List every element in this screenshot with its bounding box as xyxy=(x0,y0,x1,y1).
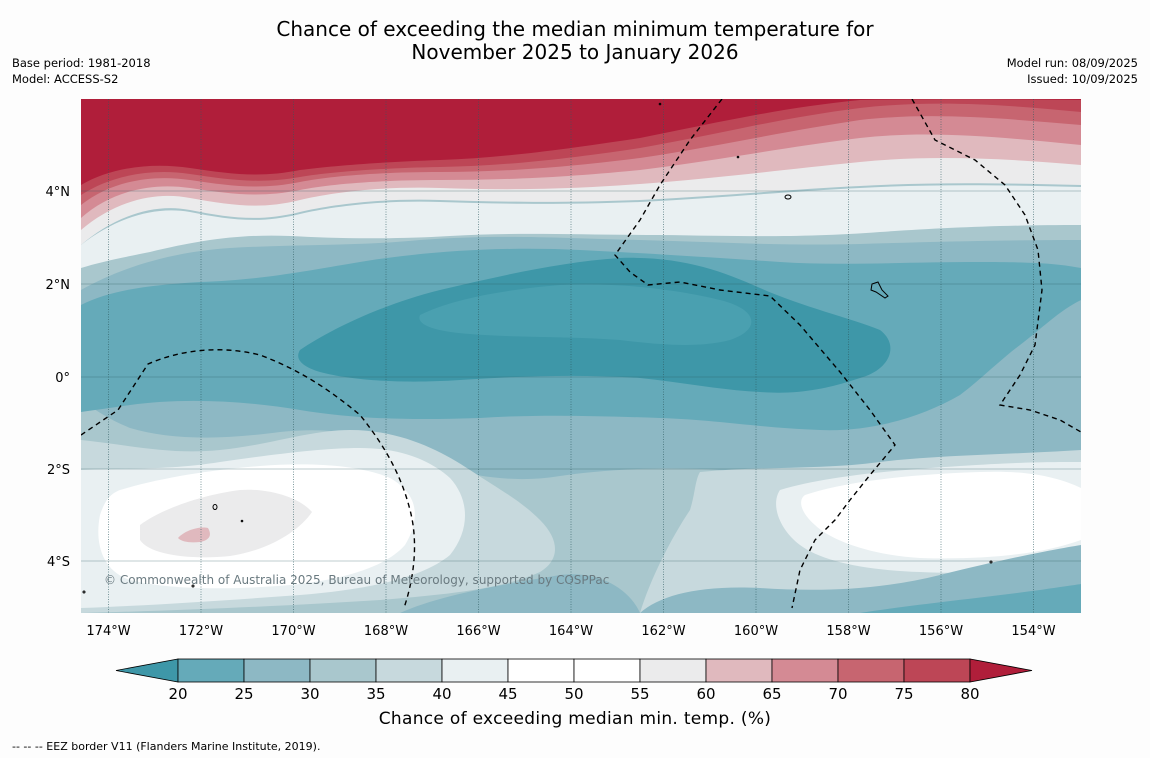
lon-label: 170°W xyxy=(271,624,315,639)
colorbar-swatch xyxy=(837,658,905,683)
band-60-65-sw xyxy=(178,527,210,543)
colorbar-tick-label: 60 xyxy=(696,685,715,703)
colorbar-tick-label: 65 xyxy=(762,685,781,703)
colorbar-title: Chance of exceeding median min. temp. (%… xyxy=(378,709,772,729)
colorbar-high-arrow xyxy=(969,658,1033,683)
lon-label: 162°W xyxy=(641,624,685,639)
lon-label: 158°W xyxy=(826,624,870,639)
colorbar-tick-label: 25 xyxy=(234,685,253,703)
colorbar-swatch xyxy=(771,658,839,683)
meridian-lines xyxy=(108,99,1034,613)
chart-title: Chance of exceeding the median minimum t… xyxy=(0,18,1150,64)
colorbar-swatch xyxy=(507,658,575,683)
colorbar-tick-label: 45 xyxy=(498,685,517,703)
eez-borders xyxy=(81,99,1081,609)
colorbar-swatch xyxy=(177,658,245,683)
colorbar-tick-label: 40 xyxy=(432,685,451,703)
band-25-30-s xyxy=(400,574,640,613)
parallel-lines xyxy=(81,190,1081,562)
metadata-right: Model run: 08/09/2025 Issued: 10/09/2025 xyxy=(1007,55,1138,87)
colorbar-swatch xyxy=(639,658,707,683)
lon-label: 172°W xyxy=(179,624,223,639)
footnote: -- -- -- EEZ border V11 (Flanders Marine… xyxy=(12,740,321,753)
title-line-2: November 2025 to January 2026 xyxy=(411,40,739,64)
lon-label: 156°W xyxy=(919,624,963,639)
colorbar-tick-label: 55 xyxy=(630,685,649,703)
lat-label: 0° xyxy=(55,371,70,386)
colorbar-swatch xyxy=(375,658,443,683)
band-40-45-north xyxy=(81,185,1081,268)
colorbar-tick-label: 80 xyxy=(960,685,979,703)
colorbar-swatch xyxy=(243,658,311,683)
band-20-25-se xyxy=(860,584,1081,613)
probability-field xyxy=(81,99,1081,613)
metadata-left: Base period: 1981-2018 Model: ACCESS-S2 xyxy=(12,55,151,87)
lon-label: 154°W xyxy=(1011,624,1055,639)
colorbar-swatch xyxy=(309,658,377,683)
colorbar-tick-labels: 20 25 30 35 40 45 50 55 60 65 70 75 80 xyxy=(168,685,979,703)
colorbar xyxy=(115,658,1033,683)
lat-label: 4°S xyxy=(47,555,70,570)
band-45-55-se xyxy=(801,471,1081,559)
lat-label: 4°N xyxy=(46,185,71,200)
colorbar-tick-label: 50 xyxy=(564,685,583,703)
colorbar-tick-label: 20 xyxy=(168,685,187,703)
band-25-30-se xyxy=(640,545,1081,613)
base-period: Base period: 1981-2018 xyxy=(12,56,151,70)
title-line-1: Chance of exceeding the median minimum t… xyxy=(276,17,874,41)
model-run: Model run: 08/09/2025 xyxy=(1006,56,1138,70)
colorbar-swatch xyxy=(441,658,509,683)
latitude-labels: 4°N 2°N 0° 2°S 4°S xyxy=(46,185,71,570)
colorbar-low-arrow xyxy=(115,658,179,683)
model-name: Model: ACCESS-S2 xyxy=(12,72,119,86)
colorbar-swatch xyxy=(705,658,773,683)
lat-label: 2°N xyxy=(46,278,71,293)
colorbar-swatch xyxy=(573,658,641,683)
islands xyxy=(82,102,993,594)
colorbar-tick-label: 75 xyxy=(894,685,913,703)
lon-label: 174°W xyxy=(86,624,130,639)
core-low xyxy=(419,284,752,345)
lon-label: 166°W xyxy=(456,624,500,639)
longitude-labels: 174°W 172°W 170°W 168°W 166°W 164°W 162°… xyxy=(86,624,1055,639)
band-above-80 xyxy=(81,99,1081,185)
copyright-notice: © Commonwealth of Australia 2025, Bureau… xyxy=(104,573,609,587)
colorbar-swatch xyxy=(903,658,971,683)
lon-label: 164°W xyxy=(549,624,593,639)
lat-label: 2°S xyxy=(47,463,70,478)
lon-label: 168°W xyxy=(364,624,408,639)
issued-date: Issued: 10/09/2025 xyxy=(1027,72,1138,86)
colorbar-tick-label: 30 xyxy=(300,685,319,703)
colorbar-tick-label: 35 xyxy=(366,685,385,703)
colorbar-tick-label: 70 xyxy=(828,685,847,703)
lon-label: 160°W xyxy=(734,624,778,639)
